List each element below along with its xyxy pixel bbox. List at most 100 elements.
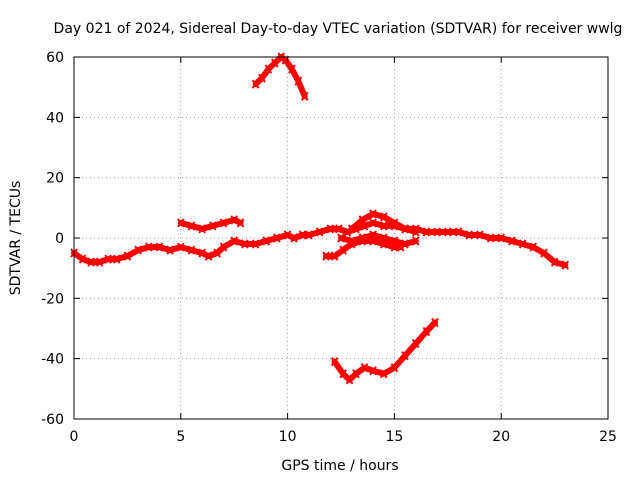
data-point [177, 242, 185, 252]
y-tick-label: -60 [41, 412, 64, 428]
data-point [401, 351, 409, 361]
data-point [335, 224, 343, 234]
data-point [529, 242, 538, 252]
data-point [369, 209, 377, 219]
data-point [230, 236, 238, 246]
data-point [444, 227, 452, 237]
data-point [550, 257, 559, 267]
data-point [411, 227, 420, 237]
x-tick-label: 0 [70, 429, 79, 445]
data-point [339, 245, 347, 255]
data-point [561, 260, 570, 270]
data-point [270, 58, 279, 68]
data-point [251, 79, 260, 89]
data-point [486, 233, 495, 243]
data-point [401, 224, 409, 234]
data-point [236, 218, 245, 228]
series-layer [70, 52, 570, 385]
data-point [347, 224, 356, 234]
data-point [326, 224, 335, 234]
data-point [213, 248, 221, 258]
data-point [390, 218, 399, 228]
data-point [264, 64, 273, 74]
data-point [187, 221, 196, 231]
chart-title: Day 021 of 2024, Sidereal Day-to-day VTE… [54, 21, 623, 37]
data-point [251, 239, 260, 249]
data-point [262, 236, 271, 246]
data-point [283, 230, 292, 240]
data-point [134, 245, 142, 255]
data-point [345, 375, 354, 385]
x-tick-label: 5 [176, 429, 185, 445]
x-tick-label: 25 [599, 429, 617, 445]
x-axis-label: GPS time / hours [281, 458, 398, 474]
x-tick-label: 10 [279, 429, 297, 445]
y-axis-label: SDTVAR / TECUs [8, 181, 24, 296]
data-point [431, 317, 439, 328]
data-point [144, 242, 153, 252]
data-point [465, 230, 473, 240]
data-point [230, 215, 238, 225]
data-point [358, 215, 367, 225]
data-point [422, 227, 431, 237]
data-point [305, 230, 313, 240]
data-point [294, 76, 303, 86]
data-point [78, 254, 87, 264]
data-point [198, 224, 206, 234]
data-point [411, 338, 420, 349]
data-point [390, 363, 399, 373]
data-point [204, 251, 213, 261]
data-point [397, 242, 405, 252]
data-point [360, 363, 369, 373]
data-point [87, 257, 95, 267]
data-point [219, 242, 228, 252]
data-point [540, 248, 548, 258]
data-point [358, 236, 367, 246]
y-tick-label: 60 [46, 50, 64, 66]
data-point [322, 251, 330, 261]
y-tick-label: -20 [41, 291, 64, 307]
data-point [95, 257, 104, 267]
data-point [379, 221, 388, 231]
data-point [155, 242, 164, 252]
data-point [347, 239, 356, 249]
data-point [379, 212, 388, 222]
data-point [411, 236, 420, 246]
data-point [422, 326, 431, 337]
data-point [330, 357, 339, 367]
data-point [508, 236, 516, 246]
data-point [352, 369, 360, 379]
data-point [298, 230, 307, 240]
data-point [518, 239, 527, 249]
data-point [300, 91, 309, 101]
data-point [390, 242, 399, 252]
y-tick-label: -40 [41, 352, 64, 368]
y-tick-label: 0 [55, 231, 64, 247]
data-point [198, 248, 206, 258]
data-point [454, 227, 463, 237]
y-tick-label: 40 [46, 110, 64, 126]
data-point [330, 251, 339, 261]
data-point [177, 218, 185, 228]
data-point [433, 227, 441, 237]
data-point [369, 366, 377, 376]
data-point [369, 218, 377, 228]
data-point [315, 227, 324, 237]
data-point [187, 245, 196, 255]
plot-frame [73, 56, 609, 420]
data-point [337, 233, 345, 243]
data-point [379, 369, 388, 379]
data-point [123, 251, 132, 261]
data-point [290, 233, 298, 243]
data-point [369, 236, 377, 246]
data-point [476, 230, 484, 240]
data-point [258, 73, 266, 83]
data-point [339, 369, 347, 379]
data-point [497, 233, 505, 243]
data-point [166, 245, 174, 255]
data-point [379, 239, 388, 249]
data-point [273, 233, 281, 243]
data-point [241, 239, 249, 249]
